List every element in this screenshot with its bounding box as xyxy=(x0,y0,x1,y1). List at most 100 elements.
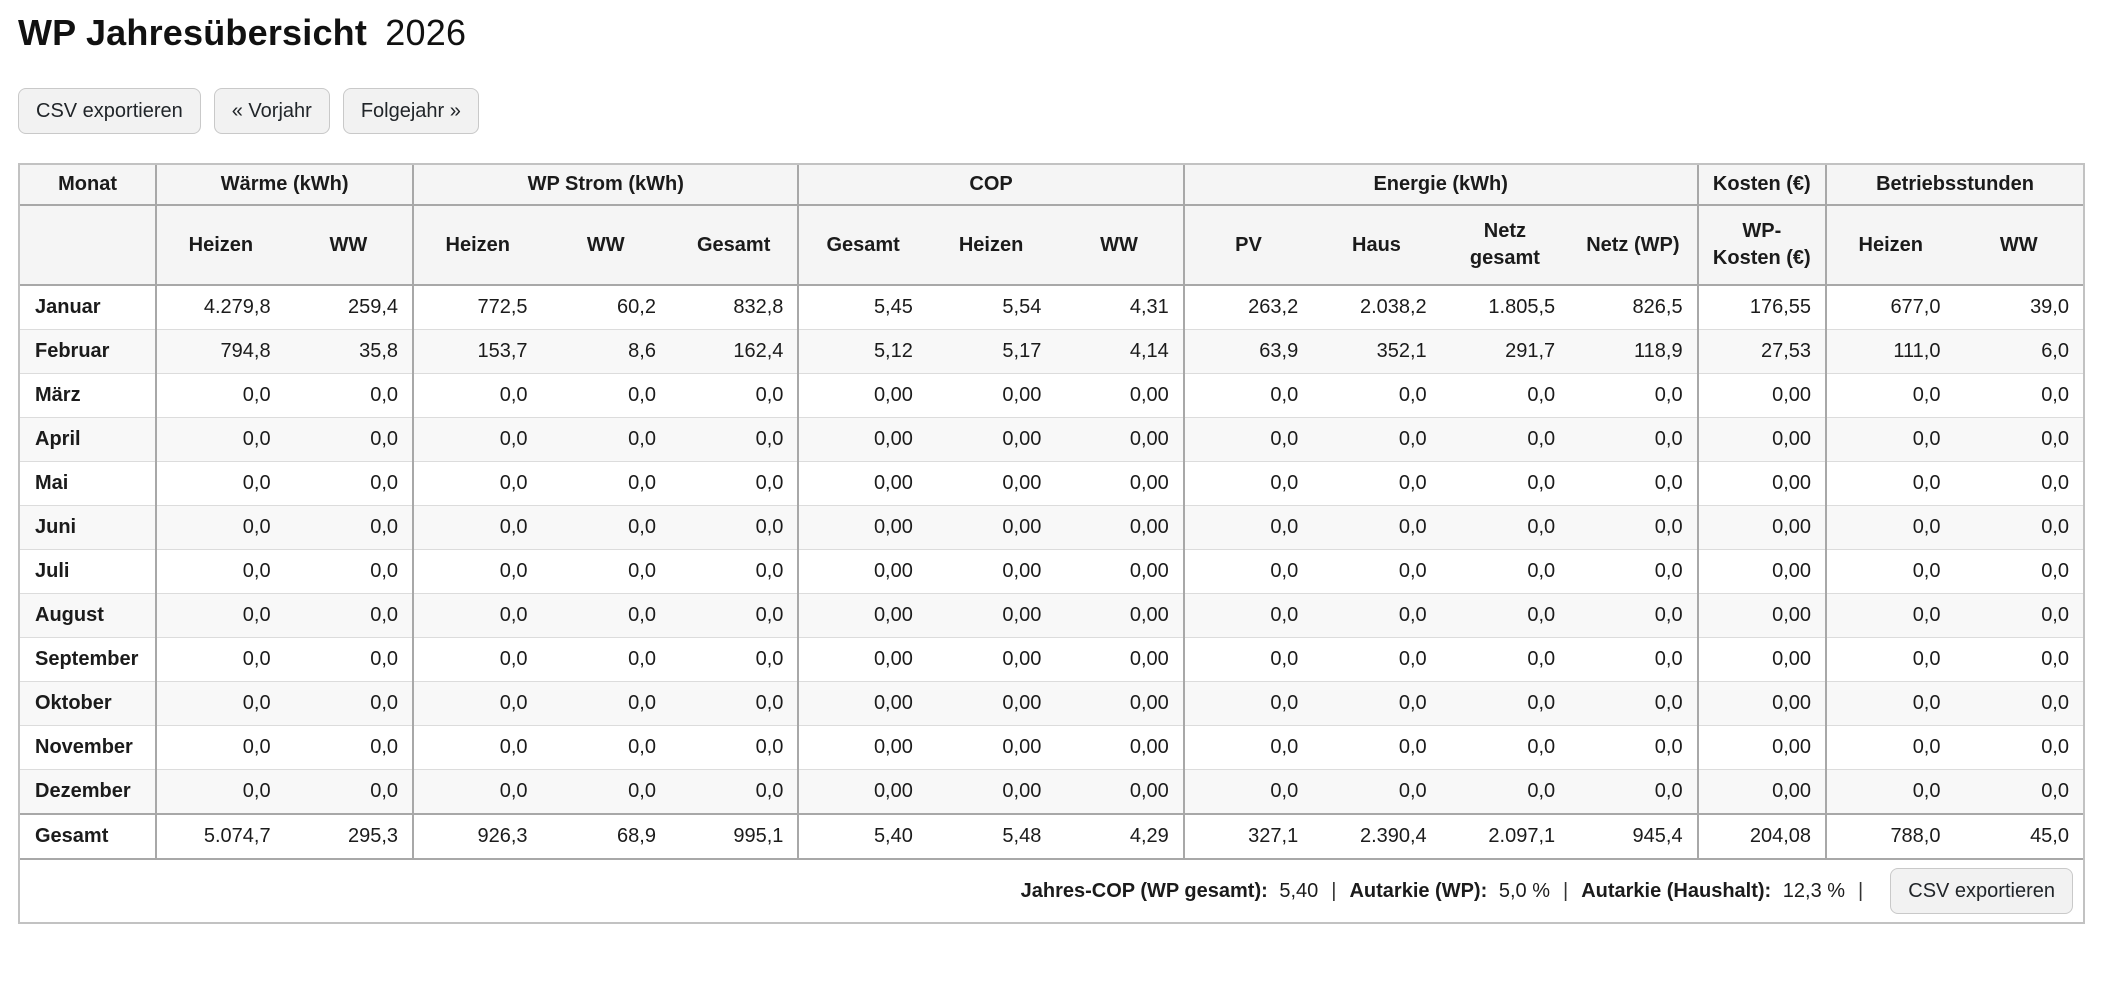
value-cell: 0,0 xyxy=(1182,637,1313,682)
value-cell: 0,0 xyxy=(1440,373,1570,418)
value-cell: 0,0 xyxy=(1569,549,1698,594)
value-cell: 0,0 xyxy=(669,505,799,550)
value-cell: 0,0 xyxy=(669,593,799,638)
column-subheader: Haus xyxy=(1312,205,1441,286)
value-cell: 0,0 xyxy=(541,637,670,682)
page-title-text: WP Jahresübersicht xyxy=(18,12,368,53)
value-cell: 0,0 xyxy=(1569,769,1698,814)
csv-export-button[interactable]: CSV exportieren xyxy=(18,88,201,134)
value-cell: 0,00 xyxy=(1696,461,1827,506)
column-subheader: Gesamt xyxy=(797,205,927,286)
value-cell: 5,12 xyxy=(797,329,927,374)
value-cell: 0,00 xyxy=(1055,549,1184,594)
stat-autarkie-wp-label: Autarkie (WP): xyxy=(1349,879,1488,902)
total-row: Gesamt 5.074,7 295,3 926,3 68,9 995,1 5,40 5,48… xyxy=(20,813,2083,860)
value-cell: 0,0 xyxy=(1825,461,1955,506)
value-cell: 0,0 xyxy=(155,505,285,550)
value-cell: 0,0 xyxy=(1182,417,1313,462)
value-cell: 0,0 xyxy=(1312,505,1441,550)
value-cell: 0,00 xyxy=(797,549,927,594)
value-cell: 0,0 xyxy=(1440,637,1570,682)
value-cell: 0,0 xyxy=(669,725,799,770)
value-cell: 0,0 xyxy=(1569,373,1698,418)
total-value-cell: 5,40 xyxy=(797,813,927,860)
value-cell: 0,00 xyxy=(926,681,1056,726)
value-cell: 0,0 xyxy=(1569,505,1698,550)
value-cell: 0,0 xyxy=(669,637,799,682)
value-cell: 0,0 xyxy=(541,725,670,770)
value-cell: 0,0 xyxy=(1440,725,1570,770)
value-cell: 0,0 xyxy=(1569,681,1698,726)
stat-jahres-cop-label: Jahres-COP (WP gesamt): xyxy=(1020,879,1268,902)
column-group-header: Energie (kWh) xyxy=(1182,165,1698,206)
value-cell: 0,00 xyxy=(1696,681,1827,726)
column-subheader: Netz (WP) xyxy=(1569,205,1698,286)
value-cell: 0,0 xyxy=(541,681,670,726)
column-subheader: WW xyxy=(1954,205,2083,286)
value-cell: 0,00 xyxy=(797,373,927,418)
value-cell: 0,0 xyxy=(412,461,542,506)
value-cell: 0,0 xyxy=(1440,769,1570,814)
value-cell: 0,00 xyxy=(1696,417,1827,462)
value-cell: 0,0 xyxy=(1182,725,1313,770)
value-cell: 826,5 xyxy=(1632,296,1683,318)
stat-jahres-cop: Jahres-COP (WP gesamt): 5,40 xyxy=(1021,880,1319,903)
value-cell: 0,0 xyxy=(155,769,285,814)
value-cell: 0,00 xyxy=(797,593,927,638)
value-cell: 5,54 xyxy=(1002,296,1042,318)
value-cell: 0,0 xyxy=(1954,373,2083,418)
value-cell: 0,0 xyxy=(412,417,542,462)
value-cell: 0,0 xyxy=(669,769,799,814)
month-cell: Oktober xyxy=(20,681,157,726)
total-label-cell: Gesamt xyxy=(20,813,157,860)
value-cell: 0,0 xyxy=(1312,549,1441,594)
value-cell: 0,00 xyxy=(1055,637,1184,682)
separator: | xyxy=(1562,879,1569,902)
value-cell: 0,0 xyxy=(1182,505,1313,550)
value-cell: 0,0 xyxy=(669,461,799,506)
value-cell: 0,0 xyxy=(155,461,285,506)
value-cell: 0,0 xyxy=(412,373,542,418)
table-row: Februar 794,8 35,8 153,7 8,6 162,4 5,12 5,17 4,1… xyxy=(20,329,2083,374)
value-cell: 0,00 xyxy=(926,637,1056,682)
table-row: Juli 0,0 0,0 0,0 0,0 0,0 0,00 0,00 0,00 0,0 0,0 0,0… xyxy=(20,549,2083,594)
value-cell: 0,0 xyxy=(1440,593,1570,638)
value-cell: 0,00 xyxy=(926,417,1056,462)
value-cell: 0,0 xyxy=(1312,417,1441,462)
summary-footer: Jahres-COP (WP gesamt): 5,40 | Autarkie … xyxy=(20,860,2083,922)
total-value-cell: 926,3 xyxy=(412,813,542,860)
month-cell: Juli xyxy=(20,549,157,594)
value-cell: 0,00 xyxy=(797,681,927,726)
value-cell: 0,0 xyxy=(1825,637,1955,682)
value-cell: 0,0 xyxy=(1825,593,1955,638)
column-subheader: WW xyxy=(541,205,670,286)
value-cell: 0,0 xyxy=(284,681,414,726)
column-group-header: COP xyxy=(797,165,1184,206)
value-cell: 0,0 xyxy=(541,549,670,594)
value-cell: 0,0 xyxy=(1182,593,1313,638)
value-cell: 8,6 xyxy=(541,329,670,374)
month-cell: April xyxy=(20,417,157,462)
value-cell: 0,0 xyxy=(1312,461,1441,506)
table-row: Juni 0,0 0,0 0,0 0,0 0,0 0,00 0,00 0,00 0,0 0,0 0,0… xyxy=(20,505,2083,550)
column-subheader: Heizen xyxy=(926,205,1056,286)
value-cell: 0,0 xyxy=(1569,593,1698,638)
table-row: September 0,0 0,0 0,0 0,0 0,0 0,00 0,00 0,00 0,0 0… xyxy=(20,637,2083,682)
total-value-cell: 45,0 xyxy=(1954,813,2083,860)
value-cell: 0,00 xyxy=(797,505,927,550)
value-cell: 0,0 xyxy=(1182,681,1313,726)
value-cell: 162,4 xyxy=(669,329,799,374)
previous-year-button[interactable]: « Vorjahr xyxy=(213,88,330,134)
value-cell: 0,0 xyxy=(669,549,799,594)
value-cell: 0,00 xyxy=(1055,417,1184,462)
value-cell: 5,45 xyxy=(797,285,927,330)
value-cell: 0,0 xyxy=(284,505,414,550)
value-cell: 0,0 xyxy=(541,373,670,418)
next-year-button[interactable]: Folgejahr » xyxy=(342,88,479,134)
value-cell: 259,4 xyxy=(348,296,399,318)
value-cell: 0,0 xyxy=(412,725,542,770)
value-cell: 0,00 xyxy=(1055,373,1184,418)
value-cell: 4,14 xyxy=(1055,329,1184,374)
value-cell: 0,00 xyxy=(926,505,1056,550)
csv-export-button-footer[interactable]: CSV exportieren xyxy=(1890,868,2073,914)
